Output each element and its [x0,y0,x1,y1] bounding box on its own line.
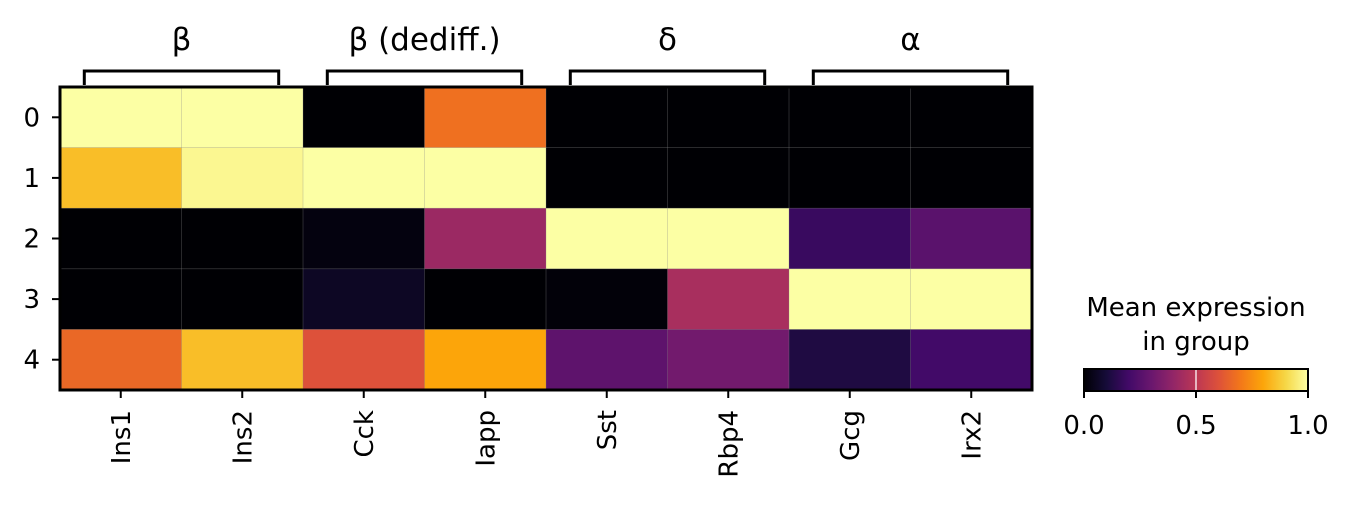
group-tick-labels: 0 1 2 3 4 [23,103,60,376]
gene-tick-label: Irx2 [957,410,987,460]
heatmap-cell [181,147,304,209]
heatmap-cell [181,87,304,149]
cell-gridlines [60,87,1032,390]
heatmap-cell [60,268,182,330]
heatmap-cell [667,329,790,391]
heatmap-cell [60,147,182,209]
heatmap-cell [60,87,182,149]
heatmap-cell [910,208,1033,270]
gene-group-brackets: β β (dediff.) δ α [82,22,1010,85]
heatmap-cell [789,147,911,209]
gene-tick-label: Gcg [836,410,866,461]
colorbar-tick-label-1: 0.5 [1175,411,1216,441]
heatmap-cell [181,329,304,391]
heatmap-cell [60,329,182,391]
gene-group-bracket [811,69,1010,85]
heatmap-cell [181,208,304,270]
heatmap-cell [546,268,668,330]
heatmap-cell [303,147,425,209]
colorbar-tick-label-0: 0.0 [1063,411,1104,441]
heatmap-cell [546,208,668,270]
heatmap-cell [424,268,547,330]
group-tick-label: 4 [23,346,40,376]
heatmap-cell [60,208,182,270]
gene-tick-labels: Ins1 Ins2 Cck Iapp Sst Rbp4 Gcg Irx2 [107,390,987,478]
heatmap-cell [910,147,1033,209]
heatmap-cell [546,329,668,391]
heatmap-cell [546,147,668,209]
gene-group-label: β (dediff.) [348,22,500,58]
heatmap-cell [181,268,304,330]
heatmap-cell [910,87,1033,149]
heatmap-cell [789,208,911,270]
heatmap-cell [667,268,790,330]
heatmap-cell [789,87,911,149]
heatmap-cell [303,87,425,149]
colorbar-title-line1: Mean expression [1086,293,1305,323]
heatmap-cell [546,87,668,149]
gene-group-label: α [900,22,920,58]
heatmap-cell [424,329,547,391]
gene-group-bracket [325,69,524,85]
heatmap-cell [424,147,547,209]
heatmap-cells [60,87,1033,391]
group-tick-label: 1 [23,164,40,194]
gene-tick-label: Sst [593,410,623,450]
group-tick-label: 2 [23,225,40,255]
gene-group-bracket [568,69,767,85]
heatmap-cell [667,87,790,149]
heatmap-cell [910,329,1033,391]
heatmap-cell [789,268,911,330]
heatmap-cell [303,208,425,270]
heatmap-cell [424,208,547,270]
heatmap-cell [424,87,547,149]
gene-tick-label: Cck [350,410,380,458]
group-tick-label: 0 [23,103,40,133]
colorbar-title-line2: in group [1142,327,1249,357]
group-tick-label: 3 [23,285,40,315]
colorbar-tick-label-2: 1.0 [1287,411,1328,441]
gene-tick-label: Rbp4 [714,410,744,478]
gene-group-label: δ [658,22,677,58]
gene-group-label: β [172,22,192,58]
heatmap-cell [910,268,1033,330]
gene-tick-label: Ins1 [107,410,137,464]
heatmap-cell [667,208,790,270]
colorbar: Mean expression in group 0.0 0.5 1.0 [1063,293,1328,441]
heatmap-cell [303,329,425,391]
gene-group-bracket [82,69,281,85]
gene-tick-label: Iapp [471,410,501,467]
heatmap-cell [303,268,425,330]
heatmap-cell [789,329,911,391]
heatmap-cell [667,147,790,209]
gene-tick-label: Ins2 [228,410,258,464]
